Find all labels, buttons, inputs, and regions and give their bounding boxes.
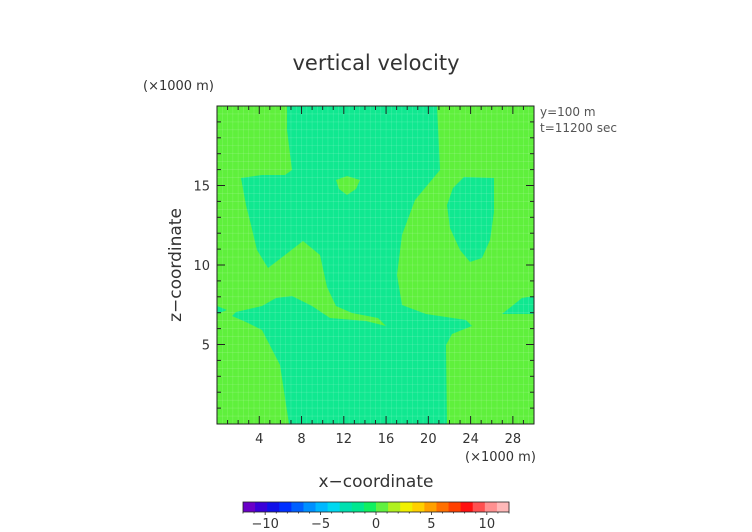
colorbar-swatch [436,502,449,512]
colorbar-swatch [279,502,292,512]
colorbar-tick-label: −5 [311,517,330,532]
y-axis: 5 10 15 [193,180,210,354]
x-tick-label: 4 [255,432,263,447]
negative-central-region [232,106,472,424]
colorbar-swatch [363,502,377,512]
x-tick-label: 16 [378,432,395,447]
colorbar-swatch [267,502,280,512]
colorbar-swatch [472,502,486,512]
x-tick-label: 12 [336,432,353,447]
colorbar-swatch [400,502,413,512]
minor-ticks [217,106,534,424]
colorbar-swatch [255,502,268,512]
colorbar-tick-label: 0 [372,517,380,532]
colorbar-swatch [484,502,498,512]
x-unit-label: (×1000 m) [465,450,536,465]
colorbar: −10 −5 0 5 10 [242,501,510,532]
colorbar-swatch [303,502,316,512]
y-tick-label: 15 [193,180,210,195]
negative-right-edge [502,296,534,314]
colorbar-swatch [376,502,389,512]
colorbar-swatch [448,502,462,512]
plot-area [217,106,534,424]
y-tick-label: 5 [202,339,210,354]
colorbar-tick-label: 5 [427,517,435,532]
positive-small-cell [336,176,360,195]
y-unit-label: (×1000 m) [143,79,214,94]
grid-lines [217,106,534,424]
colorbar-swatch [291,502,304,512]
colorbar-swatch [460,502,474,512]
x-axis-label: x−coordinate [319,472,434,492]
x-tick-label: 24 [462,432,479,447]
x-tick-label: 20 [420,432,437,447]
negative-left-edge [217,306,227,314]
colorbar-swatch [496,502,510,512]
y-tick-label: 10 [193,259,210,274]
x-axis: 4 8 12 16 20 24 28 [255,432,521,447]
colorbar-tick-label: 10 [479,517,496,532]
annotation-time: t=11200 sec [540,121,617,135]
colorbar-swatch [412,502,425,512]
colorbar-swatch [388,502,401,512]
x-tick-label: 28 [505,432,522,447]
colorbar-swatch [315,502,329,512]
colorbar-swatch [243,502,256,512]
chart-title: vertical velocity [292,51,459,75]
colorbar-swatch [424,502,437,512]
y-axis-label: z−coordinate [166,208,186,322]
colorbar-swatch [339,502,353,512]
colorbar-swatch [351,502,365,512]
negative-right-pocket [447,177,494,262]
colorbar-frame [242,501,510,513]
annotation-y-position: y=100 m [540,105,596,119]
colorbar-swatch [327,502,341,512]
colorbar-tick-label: −10 [251,517,278,532]
x-tick-label: 8 [297,432,305,447]
